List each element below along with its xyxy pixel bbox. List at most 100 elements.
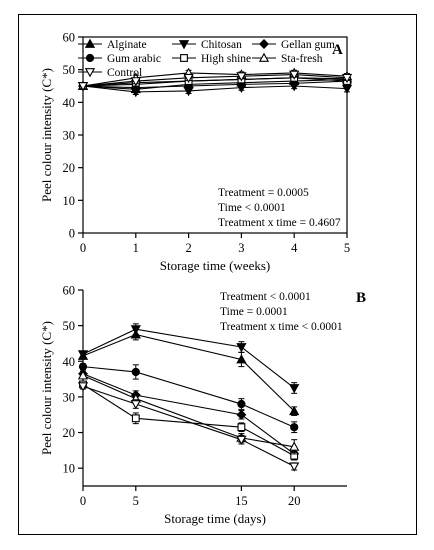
legend-label: Gellan gum [281,39,335,51]
data-point-control [77,382,89,392]
data-point-chitosan [289,384,300,394]
data-point-control [77,82,89,92]
series-line-gellan-gum [82,80,348,89]
y-axis-label: Peel colour intensity (C*) [39,68,54,202]
stat-line: Treatment x time = 0.4607 [218,217,341,229]
legend-label: Gum arabic [107,53,161,65]
legend-item-control: Control [78,67,142,79]
legend-marker-chitosan [178,40,190,50]
stat-line: Treatment < 0.0001 [220,291,311,303]
data-point-gum-arabic [131,367,140,377]
series-line-high-shine [82,77,348,87]
data-point-sta-fresh [289,441,300,451]
data-point-gellan-gum [236,409,247,420]
panel-label: B [356,290,366,306]
data-point-control [130,77,141,87]
legend-item-high-shine: High shine [172,53,251,65]
series-line-sta-fresh [82,72,348,87]
series-chitosan [77,323,300,394]
data-point-control [289,70,300,80]
data-point-chitosan [236,343,247,353]
data-point-sta-fresh [77,370,89,380]
legend-item-gellan-gum: Gellan gum [252,39,335,51]
series-line-high-shine [82,383,295,457]
y-tick-label: 20 [63,161,76,175]
y-tick-label: 40 [63,96,76,110]
data-point-control [289,462,300,472]
figure-border [18,14,417,535]
data-point-gum-arabic [290,423,299,432]
data-point-control [341,73,353,84]
series-gum-arabic [78,362,299,434]
legend-item-gum-arabic: Gum arabic [78,53,161,65]
legend-item-alginate: Alginate [78,38,147,51]
legend-marker-control [84,68,96,78]
data-point-chitosan [77,350,89,360]
y-tick-label: 20 [63,426,76,440]
data-point-control [183,73,194,84]
data-point-alginate [236,354,247,364]
y-tick-label: 10 [63,194,76,208]
data-point-control [236,435,247,446]
y-tick-label: 50 [63,63,76,77]
data-point-chitosan [130,325,141,335]
legend-marker-sta-fresh [258,52,270,62]
legend-marker-gum-arabic [85,53,95,63]
series-line-gellan-gum [82,373,295,455]
legend-marker-high-shine [180,54,188,62]
x-tick-label: 0 [80,494,86,508]
panel-label: A [332,42,343,58]
x-tick-label: 5 [133,494,139,508]
y-tick-label: 40 [63,355,76,369]
panel-b: 10 20 30 40 50 60 0 5 15 20 Storage time (days) Pee… [39,284,366,527]
stat-line: Treatment = 0.0005 [218,187,309,199]
y-tick-label: 60 [63,284,76,298]
y-tick-label: 0 [69,227,75,241]
y-tick-label: 10 [63,462,76,476]
y-tick-label: 30 [63,390,76,404]
legend-marker-gellan-gum [259,39,269,49]
series-control [77,382,300,472]
series-high-shine [79,380,299,461]
x-tick-label: 4 [291,241,298,255]
legend-label: High shine [201,53,251,65]
x-tick-label: 20 [288,494,301,508]
data-point-gum-arabic [237,399,246,409]
series-line-alginate [82,333,295,412]
stat-line: Treatment x time < 0.0001 [220,321,343,333]
y-tick-label: 50 [63,319,76,333]
legend-label: Chitosan [201,39,242,51]
y-tick-label: 60 [63,31,76,45]
data-point-control [236,72,247,82]
data-point-alginate [289,405,300,416]
series-control [77,70,353,92]
legend-label: Sta-fresh [281,53,323,65]
x-tick-label: 0 [80,241,86,255]
legend-marker-alginate [84,38,96,48]
y-axis-label: Peel colour intensity (C*) [39,321,54,455]
series-line-chitosan [82,328,295,389]
data-point-gum-arabic [78,362,88,371]
x-tick-label: 2 [185,241,191,255]
x-tick-label: 3 [238,241,244,255]
series-line-alginate [82,78,348,90]
series-line-chitosan [82,85,348,93]
x-tick-label: 5 [344,241,350,255]
series-line-control [82,385,295,467]
x-tick-label: 1 [133,241,139,255]
x-axis-label: Storage time (days) [164,511,266,526]
data-point-control [130,400,141,410]
series-line-sta-fresh [82,375,295,448]
x-axis-label: Storage time (weeks) [160,258,270,273]
series-line-gum-arabic [82,366,295,428]
legend-item-sta-fresh: Sta-fresh [252,52,323,65]
x-tick-label: 15 [235,494,248,508]
legend-label: Alginate [107,39,147,51]
series-line-control [82,74,348,87]
legend-item-chitosan: Chitosan [172,39,242,51]
data-point-high-shine [237,423,246,432]
stat-line: Time = 0.0001 [220,306,288,318]
stat-line: Time < 0.0001 [218,202,286,214]
data-point-high-shine [131,414,140,423]
